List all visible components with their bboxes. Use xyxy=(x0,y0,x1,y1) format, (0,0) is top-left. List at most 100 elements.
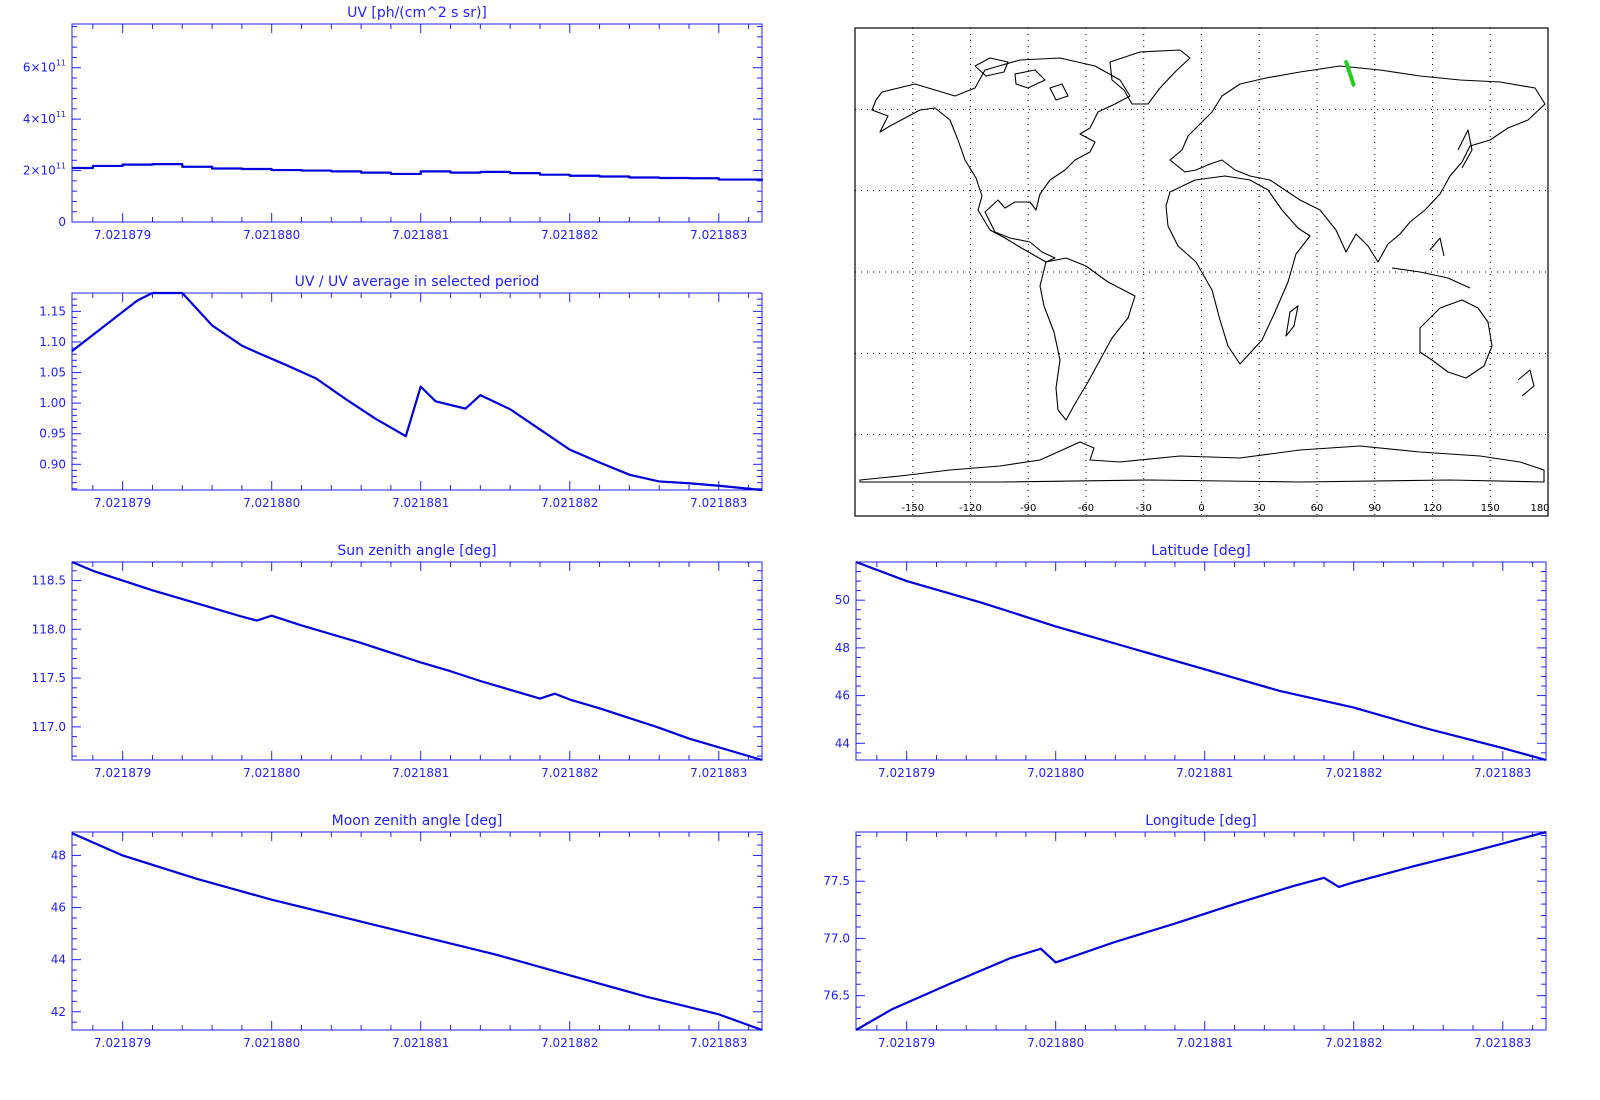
x-tick-label: 7.021880 xyxy=(243,496,300,510)
y-tick-label: 76.5 xyxy=(823,989,850,1003)
x-tick-label: 7.021881 xyxy=(392,1036,449,1050)
x-tick-label: 7.021882 xyxy=(1325,1036,1382,1050)
map-x-tick-label: 90 xyxy=(1368,503,1381,514)
y-tick-label: 118.0 xyxy=(32,622,66,636)
x-tick-label: 7.021879 xyxy=(94,766,151,780)
coastline-south-america xyxy=(1039,257,1136,421)
plot-frame xyxy=(855,831,1547,1031)
plot-frame xyxy=(71,831,763,1031)
x-tick-label: 7.021879 xyxy=(94,496,151,510)
panel-ratio: UV / UV average in selected period 7.0218… xyxy=(39,274,763,510)
series-line-uv xyxy=(72,163,764,181)
plot-title: Moon zenith angle [deg] xyxy=(332,813,503,829)
coastline-asia-islands xyxy=(1391,129,1535,397)
coastline-north-america xyxy=(871,57,1131,263)
x-tick-label: 7.021883 xyxy=(690,496,747,510)
y-tick-label: 1.15 xyxy=(39,304,66,318)
map-x-tick-label: -90 xyxy=(1020,503,1036,514)
coastline-eurasia xyxy=(1169,65,1546,263)
y-tick-label: 48 xyxy=(51,848,66,862)
plot-title: Sun zenith angle [deg] xyxy=(337,543,496,559)
x-tick-label: 7.021881 xyxy=(1176,1036,1233,1050)
y-tick-label: 0 xyxy=(58,215,66,229)
x-tick-label: 7.021879 xyxy=(878,1036,935,1050)
y-tick-label: 44 xyxy=(51,953,66,967)
coastline-madagascar xyxy=(1285,305,1299,337)
x-tick-label: 7.021883 xyxy=(690,228,747,242)
x-tick-label: 7.021883 xyxy=(690,766,747,780)
x-tick-label: 7.021881 xyxy=(392,766,449,780)
y-tick-label: 77.0 xyxy=(823,931,850,945)
y-tick-label: 46 xyxy=(51,901,66,915)
plot-panels: UV [ph/(cm^2 s sr)] 7.021879 7.021880 7.021… xyxy=(23,5,1547,1050)
y-tick-label: 6×1011 xyxy=(23,59,66,75)
y-tick-label: 46 xyxy=(835,689,850,703)
y-tick-label: 77.5 xyxy=(823,874,850,888)
plot-frame xyxy=(71,23,763,223)
panel-uv: UV [ph/(cm^2 s sr)] 7.021879 7.021880 7.021… xyxy=(23,5,764,242)
x-tick-label: 7.021880 xyxy=(1027,1036,1084,1050)
y-tick-label: 1.00 xyxy=(39,396,66,410)
map-longitude-tick-labels: -150 -120 -90 -60 -30 0 30 60 90 120 150 180 xyxy=(901,503,1549,514)
y-tick-label: 118.5 xyxy=(32,574,66,588)
map-x-tick-label: -30 xyxy=(1136,503,1152,514)
panel-sza: Sun zenith angle [deg] 7.021879 7.021880 7.… xyxy=(32,543,763,780)
map-x-tick-label: -120 xyxy=(959,503,982,514)
coastline-greenland xyxy=(1109,49,1191,105)
y-tick-label: 44 xyxy=(835,736,850,750)
coastline-arctic-islands xyxy=(974,57,1069,101)
satellite-track xyxy=(1344,60,1356,87)
plot-title: Longitude [deg] xyxy=(1145,813,1256,829)
plot-frame xyxy=(855,561,1547,761)
y-tick-label: 0.95 xyxy=(39,427,66,441)
map-x-tick-label: 60 xyxy=(1311,503,1324,514)
y-tick-label: 1.05 xyxy=(39,366,66,380)
x-tick-label: 7.021879 xyxy=(94,228,151,242)
map-x-tick-label: -60 xyxy=(1078,503,1094,514)
x-tick-label: 7.021880 xyxy=(1027,766,1084,780)
map-x-tick-label: -150 xyxy=(901,503,924,514)
panel-lat: Latitude [deg] 7.021879 7.021880 7.021881 7.… xyxy=(835,543,1547,780)
x-tick-label: 7.021882 xyxy=(541,228,598,242)
x-tick-label: 7.021880 xyxy=(243,766,300,780)
x-tick-label: 7.021882 xyxy=(541,766,598,780)
x-tick-label: 7.021881 xyxy=(392,496,449,510)
x-tick-label: 7.021879 xyxy=(94,1036,151,1050)
plot-title: UV [ph/(cm^2 s sr)] xyxy=(347,5,487,21)
y-tick-label: 0.90 xyxy=(39,457,66,471)
y-tick-label: 50 xyxy=(835,593,850,607)
y-tick-label: 2×1011 xyxy=(23,162,66,178)
coastline-antarctica xyxy=(859,441,1545,483)
panel-lon: Longitude [deg] 7.021879 7.021880 7.021881 7… xyxy=(823,813,1547,1050)
coastline-africa xyxy=(1165,175,1311,365)
x-tick-label: 7.021883 xyxy=(1474,766,1531,780)
coastline-australia xyxy=(1419,299,1493,379)
plot-title: UV / UV average in selected period xyxy=(295,274,540,290)
plot-frame xyxy=(71,561,763,761)
x-tick-label: 7.021881 xyxy=(1176,766,1233,780)
y-tick-label: 117.0 xyxy=(32,720,66,734)
series-line-lon xyxy=(855,830,1547,1031)
track-segment xyxy=(1344,60,1356,87)
series-line-sza xyxy=(71,560,763,762)
x-tick-label: 7.021882 xyxy=(1325,766,1382,780)
map-x-tick-label: 150 xyxy=(1481,503,1500,514)
map-x-tick-label: 30 xyxy=(1253,503,1266,514)
x-tick-label: 7.021880 xyxy=(243,1036,300,1050)
x-tick-label: 7.021882 xyxy=(541,1036,598,1050)
coastlines xyxy=(859,49,1546,483)
x-tick-label: 7.021880 xyxy=(243,228,300,242)
series-line-ratio xyxy=(71,291,763,492)
map-x-tick-label: 180 xyxy=(1530,503,1549,514)
y-tick-label: 48 xyxy=(835,641,850,655)
panel-mza: Moon zenith angle [deg] 7.021879 7.021880 7… xyxy=(51,813,763,1050)
y-tick-label: 1.10 xyxy=(39,335,66,349)
x-tick-label: 7.021881 xyxy=(392,228,449,242)
plot-title: Latitude [deg] xyxy=(1151,543,1250,559)
x-tick-label: 7.021879 xyxy=(878,766,935,780)
x-tick-label: 7.021883 xyxy=(1474,1036,1531,1050)
y-tick-label: 42 xyxy=(51,1005,66,1019)
x-tick-label: 7.021883 xyxy=(690,1036,747,1050)
plot-frame xyxy=(71,292,763,491)
